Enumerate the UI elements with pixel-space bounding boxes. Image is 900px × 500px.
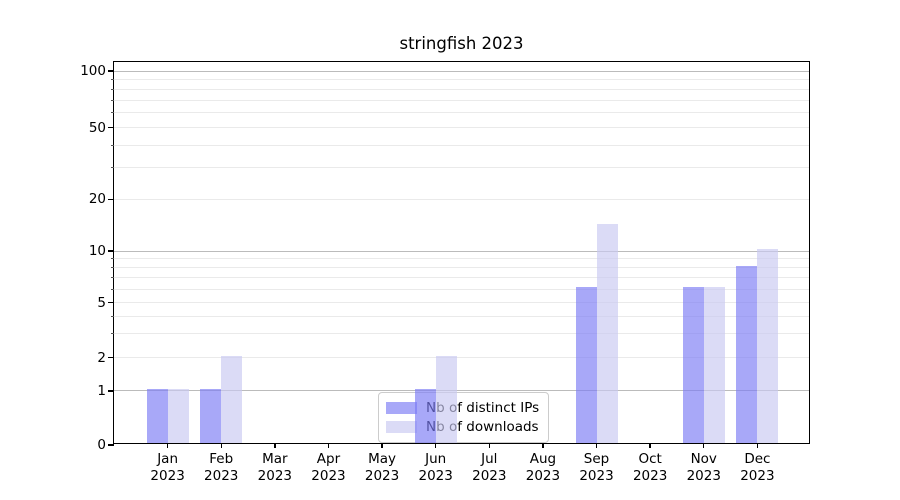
ytick-mark-5: [108, 301, 114, 304]
gridline-minor-60: [114, 112, 809, 114]
xtick-mark-dec: [756, 443, 759, 448]
xtick-label-jun: Jun 2023: [418, 451, 453, 484]
bar-nov-distinct-ips: [682, 287, 704, 443]
gridline-minor-40: [114, 144, 809, 146]
xtick-label-feb: Feb 2023: [204, 451, 239, 484]
bar-jun-downloads: [435, 355, 457, 443]
ytick-minor-mark-30: [111, 167, 114, 169]
legend: Nb of distinct IPs Nb of downloads: [378, 392, 550, 443]
ytick-label-100: 100: [80, 63, 106, 79]
xtick-mark-jan: [166, 443, 169, 448]
bar-sep-distinct-ips: [575, 287, 597, 443]
ytick-label-50: 50: [88, 119, 106, 136]
bar-jun-distinct-ips: [414, 389, 436, 443]
ytick-minor-mark-40: [111, 144, 114, 146]
ytick-label-20: 20: [88, 191, 106, 208]
bar-dec-distinct-ips: [736, 265, 758, 443]
legend-entry-downloads: Nb of downloads: [386, 418, 539, 436]
xtick-label-mar: Mar 2023: [257, 451, 293, 484]
gridline-minor-30: [114, 167, 809, 169]
ytick-mark-2: [108, 356, 114, 359]
ytick-mark-50: [108, 126, 114, 129]
ytick-minor-mark-60: [111, 112, 114, 114]
chart-title: stringfish 2023: [399, 34, 524, 53]
ytick-mark-20: [108, 198, 114, 200]
ytick-minor-mark-80: [111, 88, 114, 90]
bar-jan-downloads: [167, 389, 189, 443]
gridline-minor-90: [114, 79, 809, 81]
ytick-label-1: 1: [97, 382, 106, 399]
gridline-major-100: [114, 70, 809, 72]
gridline-minor-50: [114, 127, 809, 129]
ytick-mark-10: [108, 250, 114, 252]
xtick-mark-aug: [542, 443, 544, 448]
bar-dec-downloads: [757, 249, 779, 443]
xtick-mark-apr: [327, 443, 330, 448]
bar-feb-downloads: [221, 355, 243, 443]
xtick-label-aug: Aug 2023: [525, 451, 561, 484]
ytick-mark-100: [108, 70, 114, 72]
xtick-mark-may: [381, 443, 383, 448]
gridline-minor-7: [114, 277, 809, 279]
xtick-mark-feb: [220, 443, 222, 448]
gridline-minor-3: [114, 332, 809, 334]
xtick-mark-jun: [434, 443, 437, 448]
ytick-label-0: 0: [97, 437, 106, 453]
legend-swatch-distinct-ips: [386, 402, 417, 414]
ytick-minor-mark-90: [111, 79, 114, 81]
ytick-minor-mark-9: [111, 258, 114, 260]
gridline-major-10: [114, 250, 809, 252]
gridline-minor-8: [114, 267, 809, 269]
ytick-minor-mark-4: [111, 315, 114, 317]
xtick-mark-nov: [703, 443, 705, 448]
bar-nov-downloads: [703, 287, 725, 443]
legend-entry-distinct-ips: Nb of distinct IPs: [386, 399, 539, 417]
gridline-minor-5: [114, 302, 809, 304]
gridline-minor-4: [114, 315, 809, 317]
xtick-mark-jul: [488, 443, 490, 448]
xtick-label-apr: Apr 2023: [311, 451, 346, 484]
bar-sep-downloads: [596, 223, 618, 443]
xtick-mark-mar: [274, 443, 276, 448]
bar-feb-distinct-ips: [200, 389, 222, 443]
xtick-label-may: May 2023: [364, 451, 400, 484]
ytick-label-5: 5: [97, 294, 106, 311]
xtick-label-jul: Jul 2023: [472, 451, 507, 484]
ytick-minor-mark-8: [111, 267, 114, 269]
xtick-mark-oct: [649, 443, 651, 448]
xtick-label-dec: Dec 2023: [740, 451, 775, 484]
ytick-minor-mark-70: [111, 99, 114, 101]
xtick-label-jan: Jan 2023: [150, 451, 185, 484]
ytick-mark-0: [108, 444, 114, 446]
gridline-minor-2: [114, 357, 809, 359]
ytick-mark-1: [108, 390, 114, 392]
plot-area: Nb of distinct IPs Nb of downloads 0 1 2 5 1…: [80, 61, 810, 484]
gridline-minor-9: [114, 258, 809, 260]
bar-jan-distinct-ips: [146, 389, 168, 443]
ytick-minor-mark-3: [111, 332, 114, 334]
xtick-label-oct: Oct 2023: [632, 451, 668, 484]
gridline-minor-20: [114, 198, 809, 200]
legend-swatch-downloads: [386, 421, 417, 433]
xtick-mark-sep: [595, 443, 598, 448]
ytick-minor-mark-7: [111, 277, 114, 279]
gridline-major-1: [114, 390, 809, 392]
gridline-minor-6: [114, 288, 809, 290]
gridline-minor-80: [114, 88, 809, 90]
ytick-label-2: 2: [97, 349, 106, 366]
ytick-label-10: 10: [88, 243, 106, 259]
xtick-label-nov: Nov 2023: [686, 451, 721, 484]
xtick-label-sep: Sep 2023: [579, 451, 614, 484]
gridline-minor-70: [114, 99, 809, 101]
ytick-minor-mark-6: [111, 288, 114, 290]
